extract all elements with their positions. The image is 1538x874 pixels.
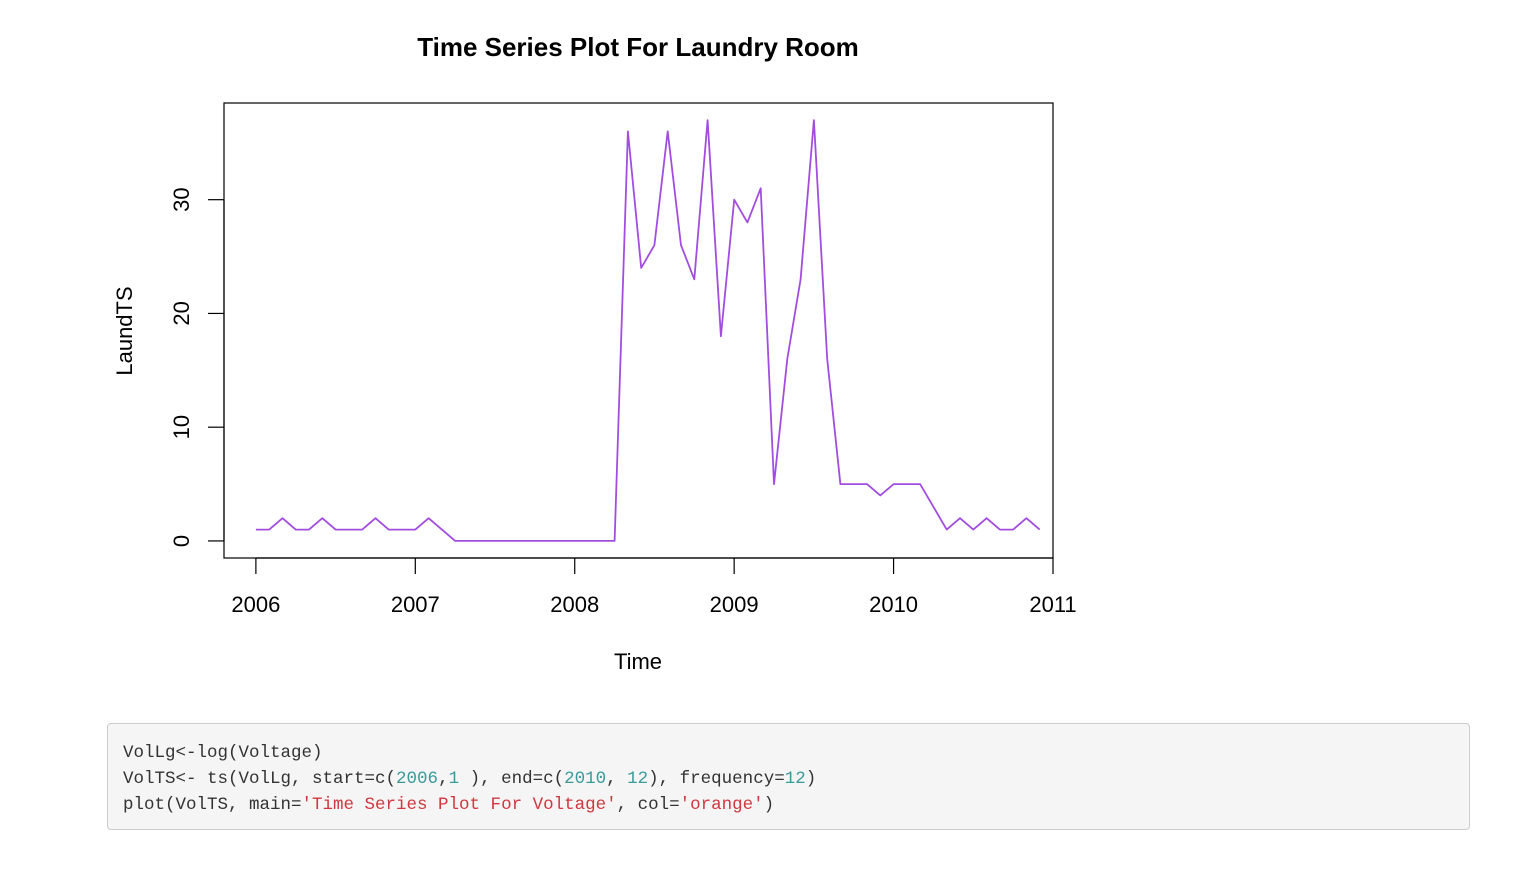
x-tick-label: 2008: [550, 592, 599, 617]
x-axis-label: Time: [614, 649, 662, 674]
x-axis: 2006 2007 2008 2009 2010 2011: [231, 557, 1077, 617]
time-series-chart: Time Series Plot For Laundry Room 2006 20…: [112, 32, 1077, 674]
series-line: [255, 119, 1041, 542]
x-tick-label: 2009: [710, 592, 759, 617]
y-tick-label: 10: [169, 415, 194, 439]
code-text: VolLg<-log(Voltage): [123, 743, 323, 763]
x-tick-label: 2006: [231, 592, 280, 617]
code-string: 'Time Series Plot For Voltage': [301, 795, 617, 815]
code-block: VolLg<-log(Voltage) VolTS<- ts(VolLg, st…: [107, 723, 1470, 830]
x-tick-label: 2011: [1029, 592, 1076, 617]
code-number: 1: [448, 769, 460, 789]
code-text: ): [805, 769, 817, 789]
code-text: ): [763, 795, 775, 815]
code-text: VolTS<- ts(VolLg, start=c(: [123, 769, 397, 789]
code-text: ,: [606, 769, 628, 789]
y-axis-label: LaundTS: [112, 286, 137, 375]
code-text: plot(VolTS, main=: [123, 795, 302, 815]
code-line: plot(VolTS, main='Time Series Plot For V…: [123, 792, 1454, 818]
series-layer: [255, 119, 1041, 542]
code-number: 12: [784, 769, 806, 789]
code-string: 'orange': [679, 795, 764, 815]
x-tick-label: 2007: [391, 592, 440, 617]
y-tick-label: 20: [169, 301, 194, 325]
code-number: 2010: [564, 769, 607, 789]
code-line: VolLg<-log(Voltage): [123, 740, 1454, 766]
code-text: ), frequency=: [648, 769, 785, 789]
y-tick-label: 0: [169, 535, 194, 547]
plot-frame: [223, 102, 1054, 559]
y-tick-label: 30: [169, 187, 194, 211]
code-number: 2006: [396, 769, 439, 789]
code-text: , col=: [616, 795, 680, 815]
code-text: ), end=c(: [459, 769, 565, 789]
code-number: 12: [627, 769, 649, 789]
code-line: VolTS<- ts(VolLg, start=c(2006,1 ), end=…: [123, 766, 1454, 792]
y-axis: 0 10 20 30: [169, 187, 225, 547]
x-tick-label: 2010: [869, 592, 918, 617]
code-text: ,: [438, 769, 449, 789]
chart-title: Time Series Plot For Laundry Room: [417, 32, 859, 62]
